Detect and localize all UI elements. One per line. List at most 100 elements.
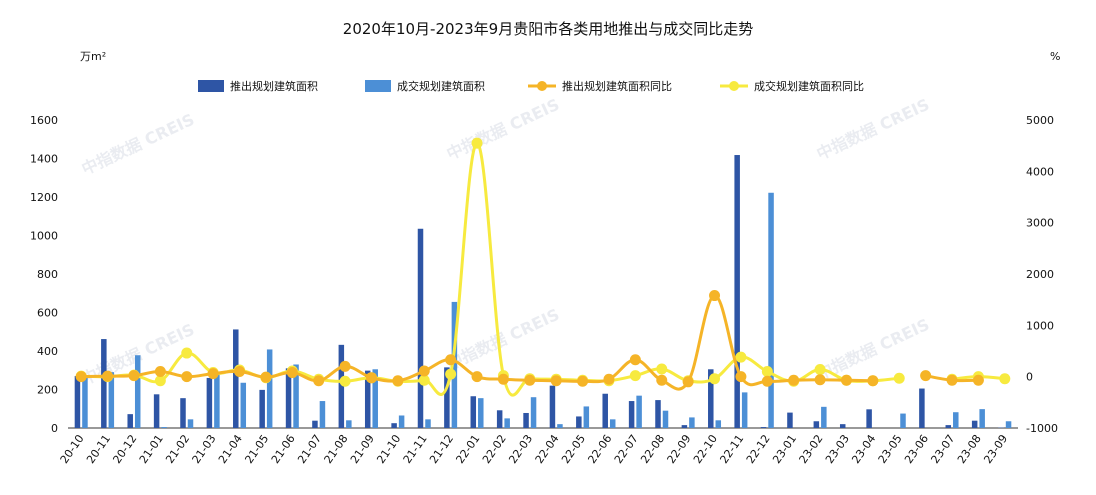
y-right-tick-label: -1000	[1026, 422, 1058, 435]
y-right-tick-label: 1000	[1026, 319, 1054, 332]
point-supply-yoy	[181, 371, 193, 383]
bar-deal	[1005, 421, 1012, 428]
point-supply-yoy	[234, 366, 246, 378]
legend-item: 推出规划建筑面积	[198, 79, 318, 93]
bar-deal	[82, 375, 88, 428]
bar-supply	[655, 400, 661, 428]
point-supply-yoy	[867, 375, 879, 387]
bar-supply	[444, 367, 450, 428]
axes: 0 200 400 600 800 1000 1200 1400 1600 -1000 0 1000 2…	[30, 114, 1058, 435]
bar-supply	[74, 376, 81, 428]
point-supply-yoy	[339, 360, 351, 372]
point-deal-yoy	[629, 370, 641, 382]
watermark-text: 中指数据 CREIS	[814, 95, 933, 164]
bar-deal	[425, 419, 431, 428]
point-deal-yoy	[339, 375, 351, 387]
x-tick-label: 21-05	[242, 432, 271, 466]
bar-supply	[338, 344, 345, 428]
bar-deal	[689, 417, 695, 428]
x-tick-label: 22-06	[585, 432, 614, 466]
x-tick-label: 22-08	[638, 432, 667, 466]
left-axis-unit: 万m²	[80, 50, 106, 63]
point-supply-yoy	[761, 375, 773, 387]
bar-supply	[496, 410, 503, 428]
lines	[75, 137, 1011, 397]
point-supply-yoy	[445, 354, 457, 366]
y-right-tick-label: 2000	[1026, 268, 1054, 281]
y-left-tick-label: 1000	[30, 230, 58, 243]
x-tick-label: 22-11	[717, 432, 746, 466]
bar-deal	[240, 382, 247, 428]
bar-supply	[708, 369, 714, 428]
point-supply-yoy	[286, 367, 298, 379]
watermark-text: 中指数据 CREIS	[79, 110, 198, 179]
watermark-text: 中指数据 CREIS	[444, 95, 563, 164]
x-tick-label: 23-03	[823, 432, 852, 466]
bar-supply	[312, 420, 318, 428]
bar-supply	[971, 420, 978, 428]
point-supply-yoy	[920, 370, 932, 382]
bar-deal	[636, 395, 642, 428]
y-left-tick-label: 0	[51, 422, 58, 435]
point-supply-yoy	[682, 376, 694, 388]
bar-supply	[127, 414, 133, 428]
bar-deal	[266, 349, 273, 428]
y-right-tick-label: 4000	[1026, 165, 1054, 178]
x-tick-label: 22-04	[533, 432, 562, 466]
point-deal-yoy	[893, 372, 905, 384]
legend-marker	[537, 81, 547, 91]
bar-supply	[417, 228, 424, 428]
bar-deal	[583, 406, 590, 428]
x-tick-label: 21-09	[348, 432, 377, 466]
x-tick-label: 21-03	[190, 432, 219, 466]
bar-supply	[919, 388, 925, 428]
y-left-tick-label: 800	[37, 268, 58, 281]
point-supply-yoy	[418, 365, 430, 377]
x-tick-label: 22-09	[665, 432, 694, 466]
point-supply-yoy	[497, 373, 509, 385]
right-axis-unit: %	[1050, 50, 1060, 63]
y-right-tick-label: 3000	[1026, 217, 1054, 230]
point-deal-yoy	[761, 366, 773, 378]
bar-deal	[398, 415, 405, 428]
bar-supply	[206, 377, 213, 428]
bar-deal	[346, 420, 352, 428]
bar-supply	[945, 425, 952, 428]
bar-supply	[153, 394, 160, 428]
x-tick-label: 23-09	[981, 432, 1010, 466]
legend-label: 成交规划建筑面积同比	[754, 79, 864, 93]
x-tick-label: 21-07	[295, 432, 324, 466]
x-tick-label: 22-05	[559, 432, 588, 466]
x-tick-label: 22-12	[744, 432, 773, 466]
y-left-tick-label: 600	[37, 307, 58, 320]
point-supply-yoy	[577, 375, 589, 387]
x-tick-label: 23-08	[955, 432, 984, 466]
bar-deal	[478, 398, 484, 428]
y-left-tick-label: 400	[37, 345, 58, 358]
point-deal-yoy	[999, 373, 1011, 385]
point-supply-yoy	[365, 372, 377, 384]
bar-deal	[372, 369, 378, 428]
y-left-tick-label: 200	[37, 384, 58, 397]
bar-supply	[787, 412, 793, 428]
bar-supply	[839, 424, 846, 428]
bar-supply	[391, 423, 397, 428]
point-deal-yoy	[181, 347, 193, 359]
x-tick-label: 21-02	[163, 432, 192, 466]
bar-deal	[821, 406, 827, 428]
point-supply-yoy	[709, 290, 721, 302]
point-supply-yoy	[128, 370, 140, 382]
bar-supply	[602, 393, 608, 428]
point-supply-yoy	[75, 371, 87, 383]
legend: 推出规划建筑面积 成交规划建筑面积 推出规划建筑面积同比 成交规划建筑面积同比	[198, 79, 864, 93]
x-tick-label: 22-07	[612, 432, 641, 466]
point-supply-yoy	[735, 371, 747, 383]
x-tick-label: 23-07	[928, 432, 957, 466]
x-tick-label: 21-01	[137, 432, 166, 466]
bars	[74, 155, 1012, 428]
bar-deal	[530, 397, 537, 428]
point-supply-yoy	[102, 370, 114, 382]
y-left-tick-label: 1600	[30, 114, 58, 127]
x-tick-label: 23-02	[797, 432, 826, 466]
y-left-tick-label: 1200	[30, 191, 58, 204]
